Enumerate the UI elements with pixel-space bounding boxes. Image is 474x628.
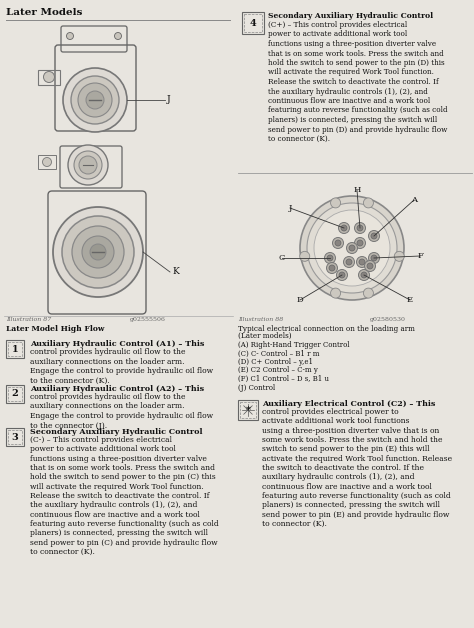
Circle shape xyxy=(327,255,333,261)
Circle shape xyxy=(314,210,390,286)
Circle shape xyxy=(330,198,341,208)
Text: K: K xyxy=(172,268,179,276)
Circle shape xyxy=(341,225,347,231)
Circle shape xyxy=(365,261,375,271)
Text: Later Models: Later Models xyxy=(6,8,82,17)
Circle shape xyxy=(68,145,108,185)
Text: Typical electrical connection on the loading arm: Typical electrical connection on the loa… xyxy=(238,325,415,333)
Circle shape xyxy=(368,252,380,264)
Text: F: F xyxy=(417,252,423,260)
Text: D: D xyxy=(297,296,303,304)
Circle shape xyxy=(368,230,380,242)
Circle shape xyxy=(72,226,124,278)
Circle shape xyxy=(62,216,134,288)
Text: (E) C2 Control – C-m y: (E) C2 Control – C-m y xyxy=(238,367,318,374)
Circle shape xyxy=(367,263,373,269)
Circle shape xyxy=(335,240,341,246)
Circle shape xyxy=(63,68,127,132)
Circle shape xyxy=(357,225,363,231)
Circle shape xyxy=(349,245,355,251)
Circle shape xyxy=(338,222,349,234)
Circle shape xyxy=(325,252,336,264)
Text: (A) Right-Hand Trigger Control: (A) Right-Hand Trigger Control xyxy=(238,341,349,349)
Text: (D) C+ Control – y,e1: (D) C+ Control – y,e1 xyxy=(238,358,313,366)
Text: J: J xyxy=(288,204,292,212)
Text: 4: 4 xyxy=(250,18,256,28)
Circle shape xyxy=(361,272,367,278)
Circle shape xyxy=(43,158,52,166)
Circle shape xyxy=(358,269,370,281)
Circle shape xyxy=(90,244,106,260)
Text: J: J xyxy=(167,95,171,104)
Circle shape xyxy=(332,237,344,249)
Circle shape xyxy=(337,269,347,281)
Circle shape xyxy=(78,83,112,117)
Circle shape xyxy=(66,33,73,40)
Text: g02580530: g02580530 xyxy=(370,317,406,322)
Text: Illustration 87: Illustration 87 xyxy=(6,317,51,322)
Circle shape xyxy=(364,288,374,298)
Text: (Later models): (Later models) xyxy=(238,332,292,340)
Text: (C+) – This control provides electrical
power to activate additional work tool
f: (C+) – This control provides electrical … xyxy=(268,21,447,143)
Circle shape xyxy=(394,251,404,261)
Text: Secondary Auxiliary Hydraulic Control: Secondary Auxiliary Hydraulic Control xyxy=(268,12,433,20)
Text: H: H xyxy=(353,186,361,194)
Circle shape xyxy=(329,265,335,271)
Circle shape xyxy=(346,242,357,254)
Circle shape xyxy=(115,33,121,40)
Text: *: * xyxy=(246,406,250,414)
Text: control provides hydraulic oil flow to the
auxiliary connections on the loader a: control provides hydraulic oil flow to t… xyxy=(30,348,213,384)
Circle shape xyxy=(356,256,367,268)
Bar xyxy=(38,155,56,169)
Text: Auxiliary Electrical Control (C2) – This: Auxiliary Electrical Control (C2) – This xyxy=(262,400,436,408)
Circle shape xyxy=(74,151,102,179)
Text: A: A xyxy=(411,196,417,204)
Text: E: E xyxy=(407,296,413,304)
Text: (C) C- Control – B1 r m: (C) C- Control – B1 r m xyxy=(238,350,319,357)
Text: Auxiliary Hydraulic Control (A2) – This: Auxiliary Hydraulic Control (A2) – This xyxy=(30,385,204,393)
Text: control provides hydraulic oil flow to the
auxiliary connections on the loader a: control provides hydraulic oil flow to t… xyxy=(30,393,213,430)
Text: g02555506: g02555506 xyxy=(130,317,166,322)
Text: 2: 2 xyxy=(12,389,18,399)
Circle shape xyxy=(364,198,374,208)
Circle shape xyxy=(79,156,97,174)
Text: C: C xyxy=(279,254,285,262)
Bar xyxy=(38,70,60,85)
Circle shape xyxy=(371,233,377,239)
Circle shape xyxy=(371,255,377,261)
Circle shape xyxy=(71,76,119,124)
Circle shape xyxy=(355,237,365,249)
Circle shape xyxy=(346,259,352,265)
Text: (J) Control: (J) Control xyxy=(238,384,275,391)
Text: 3: 3 xyxy=(12,433,18,441)
Circle shape xyxy=(355,222,365,234)
Circle shape xyxy=(357,240,363,246)
Circle shape xyxy=(44,72,55,82)
Circle shape xyxy=(300,196,404,300)
Circle shape xyxy=(330,288,341,298)
Circle shape xyxy=(82,236,114,268)
Text: Secondary Auxiliary Hydraulic Control: Secondary Auxiliary Hydraulic Control xyxy=(30,428,202,436)
Text: 1: 1 xyxy=(12,345,18,354)
Text: Illustration 88: Illustration 88 xyxy=(238,317,283,322)
Circle shape xyxy=(300,251,310,261)
Circle shape xyxy=(339,272,345,278)
Circle shape xyxy=(307,203,397,293)
Text: control provides electrical power to
activate additional work tool functions
usi: control provides electrical power to act… xyxy=(262,408,452,528)
Circle shape xyxy=(344,256,355,268)
Text: (F) C1 Control – D s, B1 u: (F) C1 Control – D s, B1 u xyxy=(238,375,329,383)
Circle shape xyxy=(327,263,337,274)
Circle shape xyxy=(53,207,143,297)
Circle shape xyxy=(359,259,365,265)
Text: (C-) – This control provides electrical
power to activate additional work tool
f: (C-) – This control provides electrical … xyxy=(30,436,219,556)
Text: Later Model High Flow: Later Model High Flow xyxy=(6,325,104,333)
Circle shape xyxy=(86,91,104,109)
Text: Auxiliary Hydraulic Control (A1) – This: Auxiliary Hydraulic Control (A1) – This xyxy=(30,340,204,348)
